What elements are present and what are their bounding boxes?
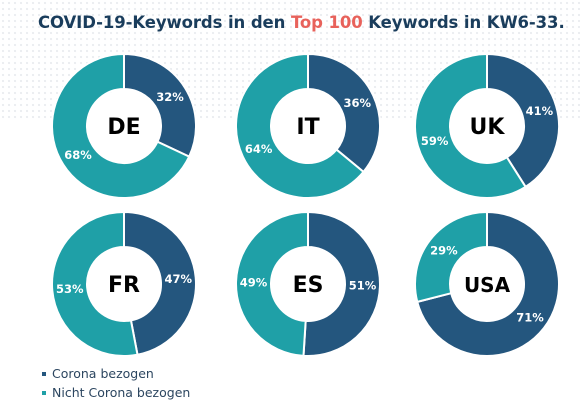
- title-prefix: COVID-19-Keywords in den: [38, 13, 291, 32]
- donut-hole-usa: [451, 248, 523, 320]
- slice-uk-nicht-corona: [414, 52, 527, 199]
- value-label-uk-nicht-corona: 59%: [421, 134, 449, 148]
- value-label-fr-corona: 47%: [164, 272, 192, 286]
- donut-hole-uk: [451, 90, 523, 162]
- slice-es-corona: [302, 210, 381, 357]
- slice-usa-nicht-corona: [414, 210, 488, 304]
- slice-usa-corona: [416, 210, 560, 357]
- slice-uk-corona: [486, 52, 560, 189]
- country-label-es: ES: [293, 273, 324, 298]
- chart-title: COVID-19-Keywords in den Top 100 Keyword…: [38, 13, 565, 32]
- legend-label-nicht-corona: Nicht Corona bezogen: [52, 385, 191, 400]
- country-label-fr: FR: [108, 273, 140, 298]
- donut-hole-de: [88, 90, 160, 162]
- value-label-it-nicht-corona: 64%: [245, 142, 273, 156]
- country-label-usa: USA: [464, 273, 511, 297]
- value-label-fr-nicht-corona: 53%: [56, 282, 84, 296]
- value-label-uk-corona: 41%: [526, 104, 554, 118]
- donut-hole-fr: [88, 248, 160, 320]
- donut-fr: 47% 53% FR: [51, 210, 197, 357]
- slice-it-corona: [307, 52, 381, 174]
- country-label-it: IT: [296, 115, 319, 140]
- legend-swatch-corona: [42, 371, 46, 376]
- donut-it: 36% 64% IT: [235, 52, 381, 199]
- country-label-de: DE: [107, 115, 140, 140]
- legend-label-corona: Corona bezogen: [52, 366, 154, 381]
- donut-es: 51% 49% ES: [235, 210, 381, 357]
- slice-de-corona: [123, 52, 197, 158]
- title-highlight: Top 100: [290, 13, 363, 32]
- legend-swatch-nicht-corona: [42, 390, 46, 395]
- slice-fr-corona: [123, 210, 197, 356]
- slice-fr-nicht-corona: [51, 210, 139, 357]
- donut-hole-es: [272, 248, 344, 320]
- value-label-de-corona: 32%: [156, 90, 184, 104]
- country-label-uk: UK: [470, 115, 506, 140]
- legend-item-nicht-corona: Nicht Corona bezogen: [42, 383, 190, 402]
- value-label-it-corona: 36%: [344, 96, 372, 110]
- value-label-de-nicht-corona: 68%: [64, 148, 92, 162]
- donut-de: 32% 68% DE: [51, 52, 197, 199]
- legend-item-corona: Corona bezogen: [42, 364, 190, 383]
- slice-de-nicht-corona: [51, 52, 191, 199]
- donut-hole-it: [272, 90, 344, 162]
- donut-uk: 41% 59% UK: [414, 52, 560, 199]
- value-label-es-nicht-corona: 49%: [240, 275, 268, 289]
- value-label-usa-nicht-corona: 29%: [430, 244, 458, 258]
- value-label-es-corona: 51%: [349, 279, 377, 293]
- slice-es-nicht-corona: [235, 210, 309, 357]
- slice-it-nicht-corona: [235, 52, 365, 199]
- title-suffix: Keywords in KW6-33.: [362, 13, 565, 32]
- legend: Corona bezogen Nicht Corona bezogen: [42, 364, 190, 402]
- value-label-usa-corona: 71%: [516, 310, 544, 324]
- donut-usa: 71% 29% USA: [414, 210, 560, 357]
